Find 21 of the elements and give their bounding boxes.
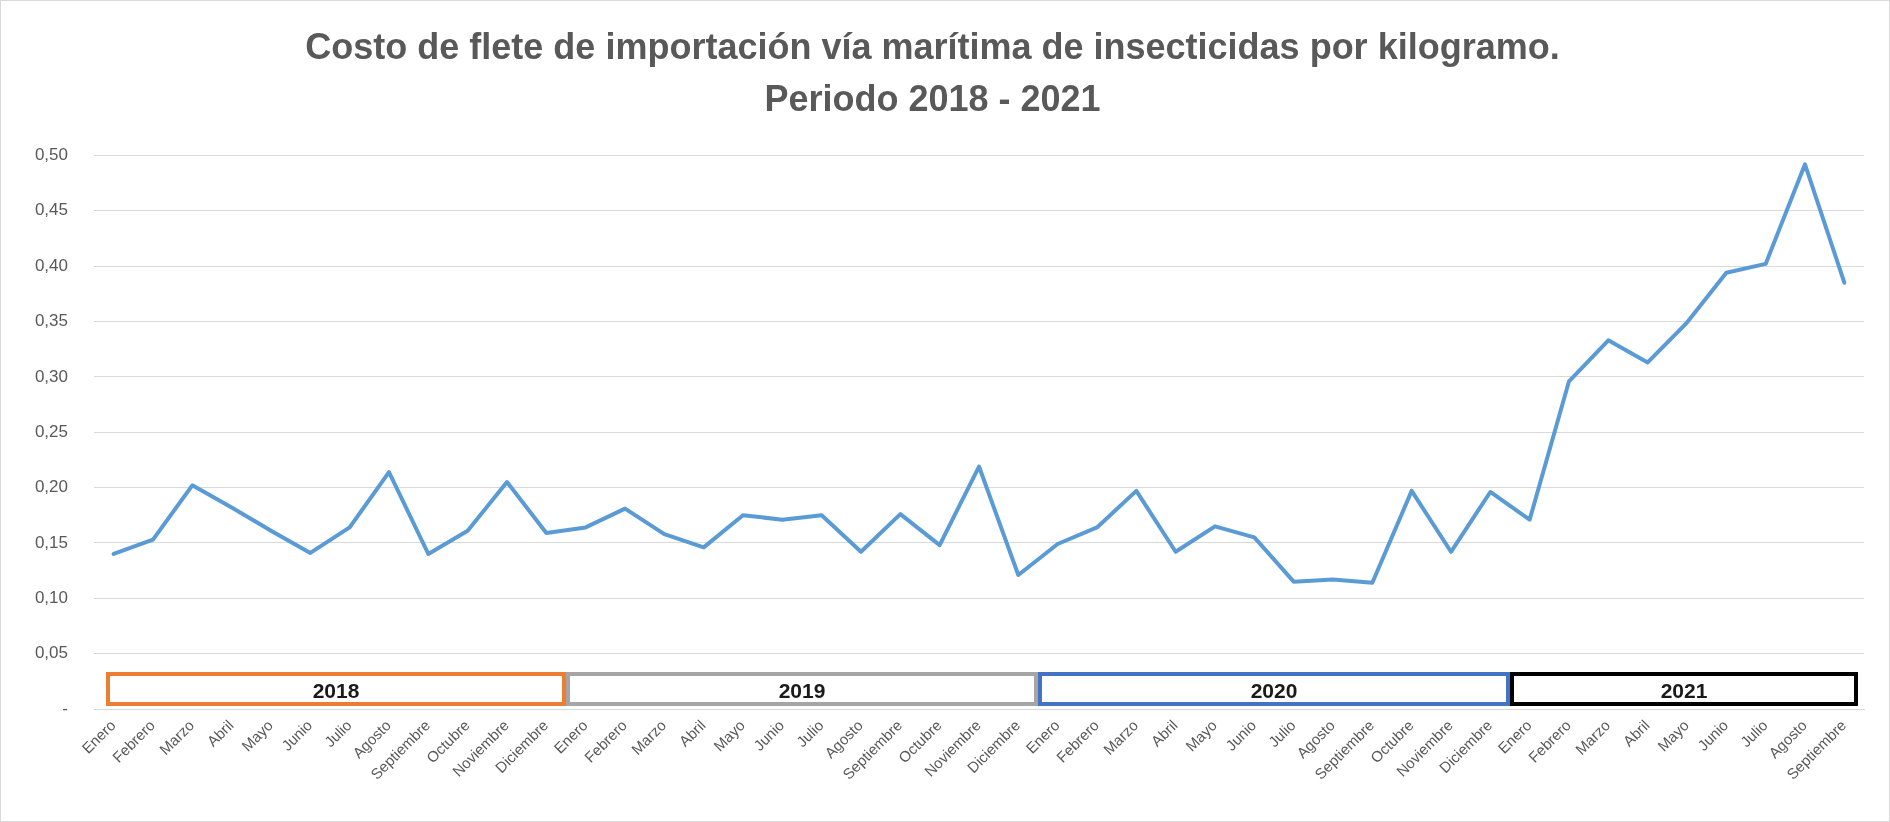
y-tick-label: 0,40 [34, 255, 68, 275]
y-tick-label: - [62, 698, 68, 718]
y-tick-label: 0,05 [34, 643, 68, 663]
chart-title: Costo de flete de importación vía marítima de insecticidas por kilogramo. [305, 25, 1560, 67]
y-tick-label: 0,50 [34, 145, 68, 165]
x-tick-label: Julio [792, 716, 827, 751]
x-tick-label: Julio [1264, 716, 1299, 751]
x-tick-label: Julio [320, 716, 355, 751]
chart-subtitle: Periodo 2018 - 2021 [764, 77, 1101, 119]
annotation: 2018 [312, 678, 360, 702]
y-tick-label: 0,10 [34, 587, 68, 607]
y-tick-label: 0,25 [34, 421, 68, 441]
y-tick-label: 0,15 [34, 532, 68, 552]
y-tick-label: 0,45 [34, 200, 68, 220]
y-tick-label: 0,30 [34, 366, 68, 386]
annotation: 2019 [778, 678, 826, 702]
x-tick-label: Julio [1736, 716, 1771, 751]
annotation: 2020 [1250, 678, 1298, 702]
annotation: 2021 [1660, 678, 1708, 702]
y-tick-label: 0,20 [34, 477, 68, 497]
y-tick-label: 0,35 [34, 311, 68, 331]
